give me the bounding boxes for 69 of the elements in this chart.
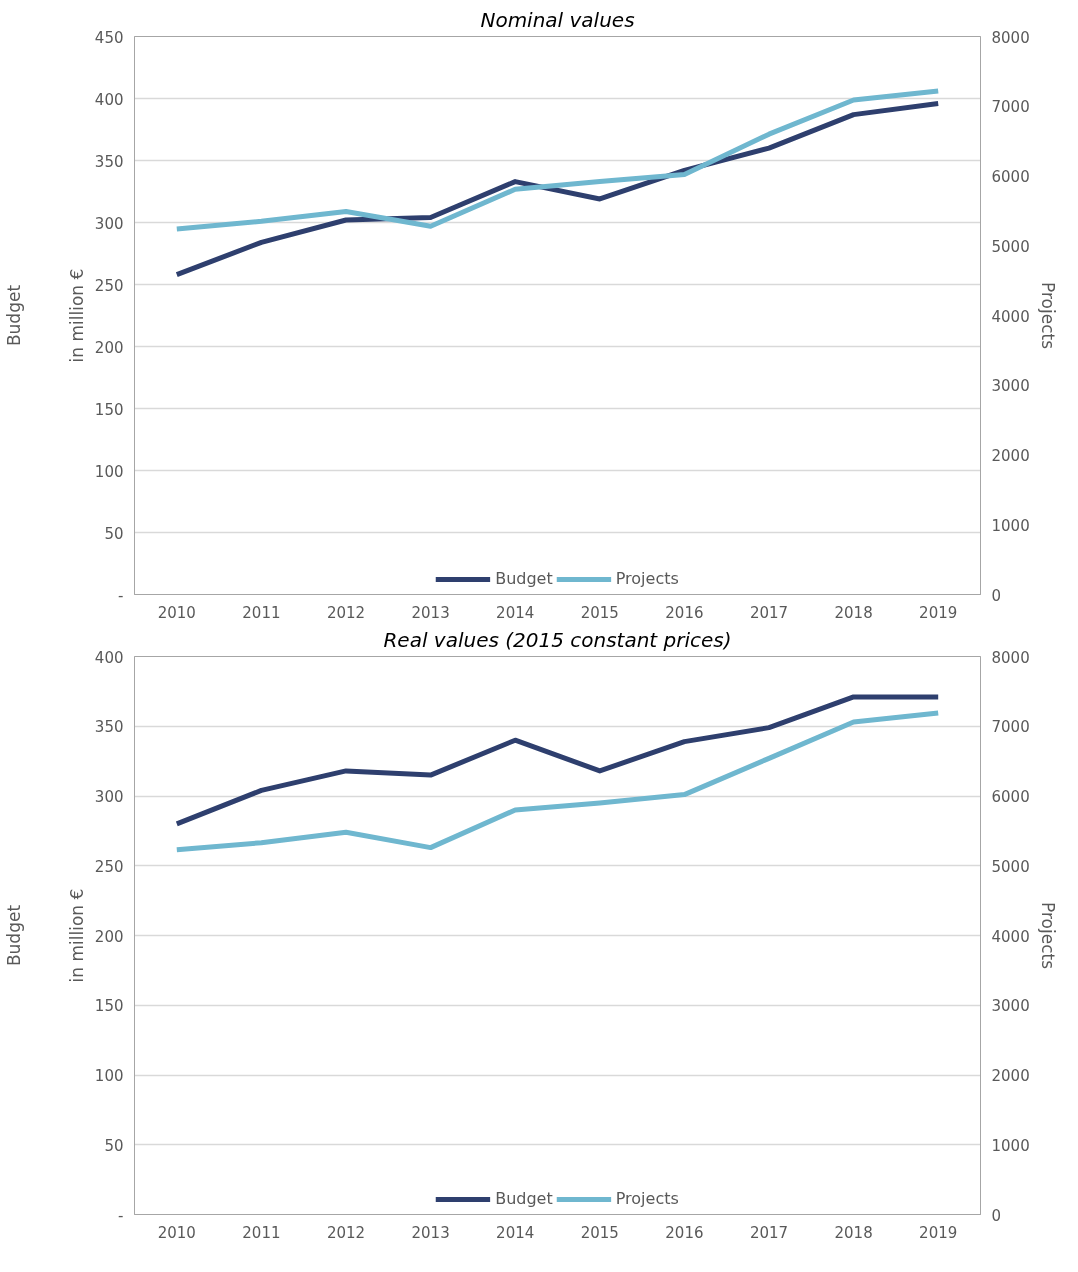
- y-tick-label: 300: [94, 214, 124, 233]
- y-tick-label: 350: [94, 718, 124, 737]
- x-tick-label: 2010: [157, 1223, 196, 1242]
- x-tick-label: 2015: [580, 603, 619, 622]
- y-tick-label: 150: [94, 400, 124, 419]
- y-axis-title: Budget: [3, 284, 24, 347]
- y2-tick-label: 3000: [991, 377, 1030, 396]
- x-tick-label: 2015: [580, 1223, 619, 1242]
- y-tick-label: 400: [94, 648, 124, 667]
- y2-axis-title: Projects: [1037, 901, 1058, 970]
- x-tick-label: 2016: [665, 1223, 704, 1242]
- y2-tick-label: 8000: [991, 28, 1030, 47]
- x-tick-label: 2018: [834, 603, 873, 622]
- y-tick-label: 100: [94, 1067, 124, 1085]
- y2-tick-label: 5000: [991, 857, 1030, 876]
- x-tick-label: 2018: [834, 1223, 873, 1242]
- y2-tick-label: 0: [991, 1206, 1002, 1225]
- chart-title: Nominal values: [480, 7, 635, 32]
- y2-tick-label: 5000: [991, 237, 1030, 256]
- y-tick-label: 350: [94, 152, 124, 171]
- y2-tick-label: 1000: [991, 516, 1030, 535]
- x-tick-label: 2016: [665, 603, 704, 622]
- y-tick-label: 400: [94, 90, 124, 109]
- x-tick-label: 2019: [919, 1223, 958, 1242]
- legend-label: Projects: [615, 569, 679, 588]
- x-tick-label: 2017: [749, 1223, 789, 1242]
- y-tick-label: 100: [94, 462, 124, 481]
- y-tick-label: 200: [94, 338, 124, 357]
- y2-tick-label: 2000: [991, 447, 1030, 465]
- y-tick-label: 50: [104, 1136, 124, 1155]
- y-tick-label: 200: [94, 927, 124, 946]
- y-tick-label: 250: [94, 276, 124, 295]
- y-tick-label: -: [118, 1206, 124, 1225]
- y-axis-title: Budget: [3, 904, 24, 967]
- x-tick-label: 2014: [496, 1223, 535, 1242]
- x-tick-label: 2017: [749, 603, 789, 622]
- y-tick-label: 450: [94, 28, 124, 47]
- y2-tick-label: 0: [991, 586, 1002, 605]
- y2-tick-label: 4000: [991, 307, 1030, 326]
- y2-tick-label: 2000: [991, 1067, 1030, 1085]
- legend-label: Budget: [495, 1189, 553, 1208]
- y2-tick-label: 8000: [991, 648, 1030, 667]
- chart-title: Real values (2015 constant prices): [383, 627, 732, 652]
- x-tick-label: 2013: [411, 603, 450, 622]
- x-tick-label: 2010: [157, 603, 196, 622]
- y-tick-label: -: [118, 586, 124, 605]
- y2-tick-label: 1000: [991, 1136, 1030, 1155]
- x-tick-label: 2012: [326, 1223, 366, 1242]
- text: in million €: [66, 268, 87, 363]
- legend-label: Budget: [495, 569, 553, 588]
- y2-tick-label: 6000: [991, 168, 1030, 186]
- x-tick-label: 2011: [242, 603, 281, 622]
- x-tick-label: 2013: [411, 1223, 450, 1242]
- x-tick-label: 2011: [242, 1223, 281, 1242]
- x-tick-label: 2012: [326, 603, 366, 622]
- y2-tick-label: 4000: [991, 927, 1030, 946]
- y2-tick-label: 7000: [991, 718, 1030, 737]
- y2-tick-label: 3000: [991, 997, 1030, 1016]
- y-tick-label: 50: [104, 524, 124, 543]
- y-tick-label: 300: [94, 788, 124, 806]
- y-tick-label: 250: [94, 857, 124, 876]
- text: in million €: [66, 888, 87, 983]
- y2-tick-label: 7000: [991, 98, 1030, 117]
- y2-axis-title: Projects: [1037, 281, 1058, 350]
- x-tick-label: 2014: [496, 603, 535, 622]
- x-tick-label: 2019: [919, 603, 958, 622]
- y2-tick-label: 6000: [991, 788, 1030, 806]
- legend-label: Projects: [615, 1189, 679, 1208]
- y-tick-label: 150: [94, 997, 124, 1016]
